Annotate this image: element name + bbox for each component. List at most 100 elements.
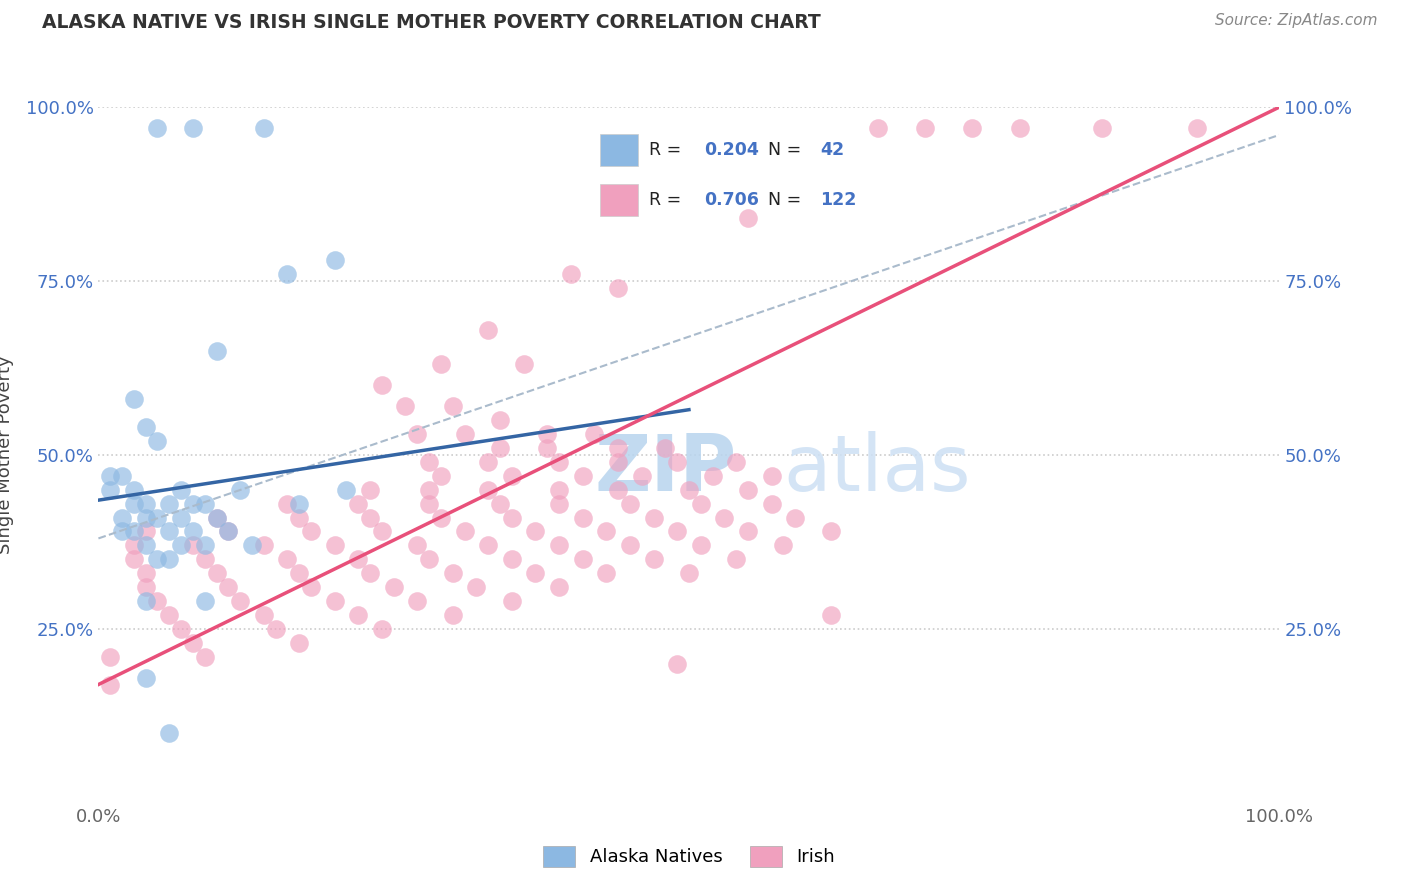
Point xyxy=(678,566,700,581)
Point xyxy=(477,483,499,497)
Point xyxy=(666,657,689,671)
Point xyxy=(229,483,252,497)
Point xyxy=(288,497,311,511)
Point xyxy=(512,358,534,372)
Point xyxy=(962,120,984,135)
Point xyxy=(394,399,416,413)
Point xyxy=(536,441,558,455)
Point xyxy=(737,524,759,539)
Point xyxy=(619,497,641,511)
Point xyxy=(666,524,689,539)
Point xyxy=(288,566,311,581)
Y-axis label: Single Mother Poverty: Single Mother Poverty xyxy=(0,356,14,554)
Point xyxy=(98,468,121,483)
Point xyxy=(725,455,748,469)
Point xyxy=(477,455,499,469)
Point xyxy=(135,524,157,539)
Point xyxy=(1185,120,1208,135)
Point xyxy=(583,427,606,442)
Point xyxy=(157,552,180,566)
Point xyxy=(489,413,512,427)
Point xyxy=(323,538,346,552)
Point xyxy=(866,120,889,135)
Point xyxy=(607,441,630,455)
Point xyxy=(607,281,630,295)
Point xyxy=(1008,120,1031,135)
Point xyxy=(323,594,346,608)
Point xyxy=(194,649,217,664)
Point xyxy=(157,524,180,539)
Point xyxy=(737,483,759,497)
Point xyxy=(122,552,145,566)
Point xyxy=(371,622,394,636)
Point xyxy=(548,483,571,497)
Point xyxy=(453,524,475,539)
Point xyxy=(253,120,276,135)
Point xyxy=(820,524,842,539)
Point xyxy=(170,538,193,552)
Point xyxy=(135,538,157,552)
Point xyxy=(524,566,547,581)
Point xyxy=(347,607,370,622)
Point xyxy=(122,524,145,539)
Point xyxy=(135,594,157,608)
Point xyxy=(702,468,724,483)
Point xyxy=(194,497,217,511)
Text: Source: ZipAtlas.com: Source: ZipAtlas.com xyxy=(1215,13,1378,29)
Point xyxy=(430,510,453,524)
Point xyxy=(146,434,169,448)
Point xyxy=(194,594,217,608)
Point xyxy=(135,420,157,434)
Point xyxy=(382,580,405,594)
Point xyxy=(181,497,204,511)
Point xyxy=(264,622,287,636)
Point xyxy=(229,594,252,608)
Point xyxy=(347,552,370,566)
Point xyxy=(359,566,381,581)
Point xyxy=(489,441,512,455)
Point xyxy=(571,552,593,566)
Point xyxy=(122,483,145,497)
Point xyxy=(371,524,394,539)
Point xyxy=(359,483,381,497)
Point xyxy=(170,622,193,636)
Point xyxy=(217,580,239,594)
Point xyxy=(181,120,204,135)
Point xyxy=(430,358,453,372)
Point xyxy=(181,524,204,539)
Point xyxy=(194,538,217,552)
Point xyxy=(548,455,571,469)
Point xyxy=(146,510,169,524)
Point xyxy=(205,343,228,358)
Point xyxy=(643,510,665,524)
Point xyxy=(560,267,582,281)
Point xyxy=(571,510,593,524)
Point xyxy=(122,538,145,552)
Point xyxy=(643,552,665,566)
Point xyxy=(489,497,512,511)
Text: ALASKA NATIVE VS IRISH SINGLE MOTHER POVERTY CORRELATION CHART: ALASKA NATIVE VS IRISH SINGLE MOTHER POV… xyxy=(42,13,821,32)
Point xyxy=(689,497,711,511)
Point xyxy=(135,671,157,685)
Point xyxy=(548,538,571,552)
Point xyxy=(501,594,523,608)
Point xyxy=(253,607,276,622)
Point xyxy=(253,538,276,552)
Point xyxy=(418,483,440,497)
Point xyxy=(607,483,630,497)
Point xyxy=(181,636,204,650)
Point xyxy=(288,636,311,650)
Point xyxy=(135,580,157,594)
Point xyxy=(146,552,169,566)
Point xyxy=(820,607,842,622)
Point xyxy=(276,552,298,566)
Point xyxy=(441,399,464,413)
Point xyxy=(737,211,759,226)
Point xyxy=(619,538,641,552)
Point xyxy=(135,497,157,511)
Point xyxy=(240,538,263,552)
Point xyxy=(276,267,298,281)
Point xyxy=(761,497,783,511)
Point xyxy=(359,510,381,524)
Text: atlas: atlas xyxy=(783,431,972,507)
